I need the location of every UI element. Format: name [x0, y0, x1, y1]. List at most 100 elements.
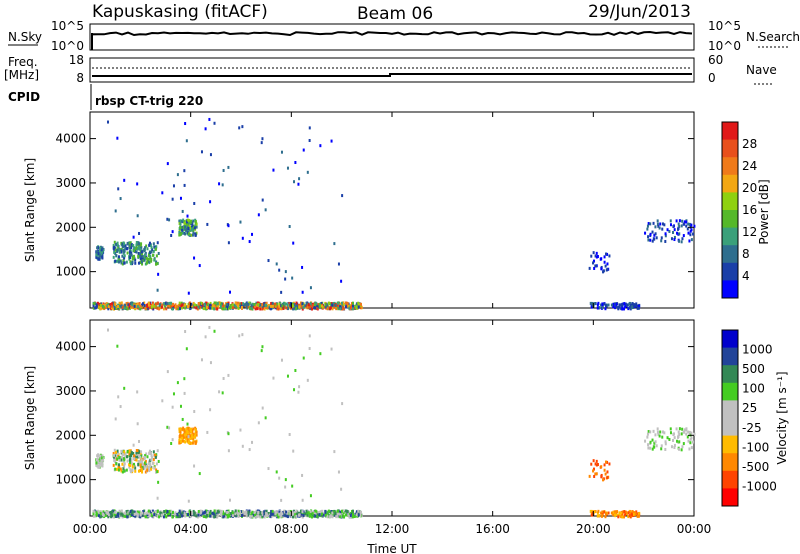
echo-cell	[102, 305, 105, 309]
echo-cell	[180, 509, 183, 513]
echo-cell	[178, 301, 181, 305]
echo-cell	[693, 432, 696, 436]
echo-cell	[600, 465, 603, 469]
echo-cell	[123, 450, 126, 454]
echo-cell	[254, 305, 257, 309]
echo-cell	[595, 472, 598, 476]
echo-cell	[626, 303, 629, 307]
echo-cell	[253, 302, 256, 306]
echo-cell	[272, 168, 275, 172]
echo-cell	[636, 514, 639, 518]
echo-cell	[125, 260, 128, 264]
echo-cell	[92, 514, 95, 518]
echo-cell	[281, 304, 284, 308]
echo-cell	[649, 232, 652, 236]
echo-cell	[690, 446, 693, 450]
echo-cell	[234, 512, 237, 516]
echo-cell	[116, 305, 119, 309]
echo-cell	[614, 512, 617, 516]
echo-cell	[186, 214, 189, 218]
echo-cell	[149, 244, 152, 248]
power-x-ticks	[89, 112, 695, 308]
echo-cell	[118, 458, 121, 462]
echo-cell	[164, 514, 167, 518]
echo-cell	[178, 509, 181, 513]
echo-cell	[95, 303, 98, 307]
echo-cell	[294, 305, 297, 309]
echo-cell	[197, 302, 200, 306]
nave-tick-top: 60	[708, 53, 723, 67]
echo-cell	[666, 436, 669, 440]
echo-cell	[355, 513, 358, 517]
echo-cell	[330, 139, 333, 143]
echo-cell	[110, 512, 113, 516]
echo-cell	[184, 514, 187, 518]
echo-cell	[122, 245, 125, 249]
echo-cell	[359, 305, 362, 309]
echo-cell	[146, 455, 149, 459]
echo-cell	[644, 231, 647, 235]
echo-cell	[101, 457, 104, 461]
echo-cell	[143, 461, 146, 465]
echo-cell	[149, 459, 152, 463]
echo-cell	[637, 514, 640, 518]
echo-cell	[294, 369, 297, 373]
echo-cell	[310, 307, 313, 311]
echo-cell	[95, 305, 98, 309]
y-tick-label: 3000	[55, 384, 86, 398]
echo-cell	[222, 515, 225, 519]
echo-cell	[230, 513, 233, 517]
echo-cell	[288, 433, 291, 437]
echo-cell	[315, 303, 318, 307]
echo-cell	[132, 443, 135, 447]
echo-cell	[274, 302, 277, 306]
colorbar-segment	[722, 400, 738, 419]
echo-cell	[223, 512, 226, 516]
echo-cell	[182, 228, 185, 232]
echo-cell	[624, 513, 627, 517]
echo-cell	[94, 306, 97, 310]
echo-cell	[150, 454, 153, 458]
colorbar-segment	[722, 122, 738, 141]
echo-cell	[141, 262, 144, 266]
echo-cell	[126, 450, 129, 454]
echo-cell	[172, 184, 175, 188]
echo-cell	[687, 439, 690, 443]
echo-cell	[302, 148, 305, 152]
echo-cell	[600, 475, 603, 479]
echo-cell	[336, 305, 339, 309]
echo-cell	[331, 515, 334, 519]
echo-cell	[115, 462, 118, 466]
echo-cell	[190, 435, 193, 439]
echo-cell	[666, 228, 669, 232]
echo-cell	[159, 511, 162, 515]
echo-cell	[131, 465, 134, 469]
echo-cell	[628, 514, 631, 518]
echo-cell	[617, 307, 620, 311]
echo-cell	[221, 514, 224, 518]
echo-cell	[614, 514, 617, 518]
echo-cell	[97, 460, 100, 464]
echo-cell	[183, 169, 186, 173]
echo-cell	[218, 390, 221, 394]
echo-cell	[323, 305, 326, 309]
echo-cell	[153, 466, 156, 470]
echo-cell	[337, 304, 340, 308]
echo-cell	[606, 470, 609, 474]
echo-cell	[330, 302, 333, 306]
echo-cell	[133, 249, 136, 253]
echo-cell	[283, 510, 286, 514]
echo-cell	[653, 445, 656, 449]
echo-cell	[601, 306, 604, 310]
colorbar-segment	[722, 174, 738, 193]
echo-cell	[257, 213, 260, 217]
echo-cell	[337, 262, 340, 266]
echo-cell	[291, 510, 294, 514]
echo-cell	[145, 256, 148, 260]
echo-cell	[226, 304, 229, 308]
echo-cell	[187, 499, 190, 503]
echo-cell	[193, 201, 196, 205]
echo-cell	[128, 242, 131, 246]
echo-cell	[325, 514, 328, 518]
echo-cell	[351, 304, 354, 308]
